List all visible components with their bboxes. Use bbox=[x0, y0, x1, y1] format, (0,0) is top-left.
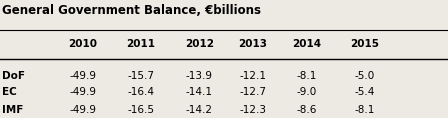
Text: 2013: 2013 bbox=[239, 39, 267, 49]
Text: -49.9: -49.9 bbox=[69, 71, 96, 80]
Text: -5.0: -5.0 bbox=[355, 71, 375, 80]
Text: -8.1: -8.1 bbox=[297, 71, 317, 80]
Text: General Government Balance, €billions: General Government Balance, €billions bbox=[2, 4, 261, 17]
Text: DoF: DoF bbox=[2, 71, 25, 80]
Text: -14.1: -14.1 bbox=[186, 87, 213, 97]
Text: -5.4: -5.4 bbox=[355, 87, 375, 97]
Text: -14.2: -14.2 bbox=[186, 105, 213, 115]
Text: -49.9: -49.9 bbox=[69, 87, 96, 97]
Text: IMF: IMF bbox=[2, 105, 24, 115]
Text: -8.6: -8.6 bbox=[297, 105, 317, 115]
Text: EC: EC bbox=[2, 87, 17, 97]
Text: -16.5: -16.5 bbox=[128, 105, 155, 115]
Text: -49.9: -49.9 bbox=[69, 105, 96, 115]
Text: -9.0: -9.0 bbox=[297, 87, 317, 97]
Text: -12.1: -12.1 bbox=[240, 71, 267, 80]
Text: -8.1: -8.1 bbox=[355, 105, 375, 115]
Text: -16.4: -16.4 bbox=[128, 87, 155, 97]
Text: -15.7: -15.7 bbox=[128, 71, 155, 80]
Text: 2012: 2012 bbox=[185, 39, 214, 49]
Text: -13.9: -13.9 bbox=[186, 71, 213, 80]
Text: -12.7: -12.7 bbox=[240, 87, 267, 97]
Text: 2010: 2010 bbox=[69, 39, 97, 49]
Text: 2015: 2015 bbox=[351, 39, 379, 49]
Text: 2014: 2014 bbox=[292, 39, 322, 49]
Text: -12.3: -12.3 bbox=[240, 105, 267, 115]
Text: 2011: 2011 bbox=[127, 39, 155, 49]
